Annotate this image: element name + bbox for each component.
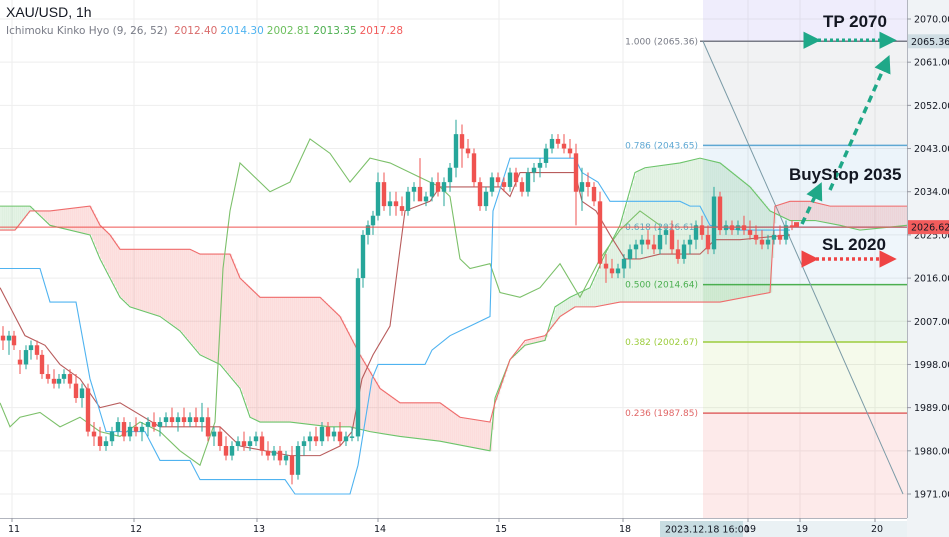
tp-label: TP 2070 xyxy=(823,12,887,31)
fib-label-0.236: 0.236 (1987.85) xyxy=(625,409,698,419)
price-tick: 2070.00 xyxy=(914,15,949,26)
indicator-value-1: 2014.30 xyxy=(220,25,264,37)
trade-annotations[interactable]: TP 2070 BuyStop 2035 SL 2020 xyxy=(789,12,901,268)
time-axis[interactable]: 11 12 13 14 15 18 19 19 20 2023.12.18 16:00 xyxy=(0,518,907,537)
indicator-legend[interactable]: Ichimoku Kinko Hyo (9, 26, 52) 2012.40 20… xyxy=(6,25,409,37)
time-tick: 18 xyxy=(619,524,631,535)
fib-label-1.000: 1.000 (2065.36) xyxy=(625,37,698,47)
chart-legend: XAU/USD, 1h Ichimoku Kinko Hyo (9, 26, 5… xyxy=(6,4,409,37)
time-tick: 12 xyxy=(130,524,142,535)
price-axis[interactable]: 2070.00 2061.00 2052.00 2043.00 2034.00 2025.… xyxy=(907,0,949,537)
time-tick: 11 xyxy=(8,524,20,535)
price-tick: 1971.00 xyxy=(914,490,949,501)
fib-label-0.500: 0.500 (2014.64) xyxy=(625,281,698,291)
time-tick: 19 xyxy=(796,524,808,535)
indicator-value-0: 2012.40 xyxy=(173,25,218,37)
fib-label-0.786: 0.786 (2043.65) xyxy=(625,141,698,151)
time-tick: 14 xyxy=(374,524,386,535)
indicator-value-4: 2017.28 xyxy=(359,25,404,37)
price-tick: 2007.00 xyxy=(914,317,949,328)
price-tick: 1980.00 xyxy=(914,446,949,457)
price-tick: 2016.00 xyxy=(914,274,949,285)
sl-label: SL 2020 xyxy=(822,235,886,254)
indicator-values: 2012.40 2014.30 2002.81 2013.35 2017.28 xyxy=(174,25,406,37)
time-tick: 20 xyxy=(871,524,883,535)
price-tick: 2061.00 xyxy=(914,58,949,69)
indicator-name: Ichimoku Kinko Hyo (9, 26, 52) xyxy=(6,25,168,37)
candlesticks xyxy=(0,119,795,485)
ichimoku-lines xyxy=(0,138,908,495)
indicator-value-3: 2013.35 xyxy=(313,25,357,37)
time-tick: 19 xyxy=(744,524,756,535)
time-tick: 15 xyxy=(495,524,507,535)
buystop-label: BuyStop 2035 xyxy=(789,165,901,184)
price-tick: 2043.00 xyxy=(914,144,949,155)
fib-label-0.618: 0.618 (2026.61) xyxy=(625,223,698,233)
symbol-title[interactable]: XAU/USD, 1h xyxy=(6,4,92,20)
crosshair-time-label: 2023.12.18 16:00 xyxy=(665,525,750,536)
indicator-value-2: 2002.81 xyxy=(266,25,311,37)
fib-price-badge: 2065.36 xyxy=(911,37,949,48)
price-tick: 2025.00 xyxy=(914,230,949,241)
price-tick: 2052.00 xyxy=(914,101,949,112)
price-tick: 1989.00 xyxy=(914,403,949,414)
fib-label-0.382: 0.382 (2002.67) xyxy=(625,338,698,348)
current-price-badge: 2026.62 xyxy=(911,223,949,234)
time-tick: 13 xyxy=(253,524,265,535)
price-tick: 1998.00 xyxy=(914,360,949,371)
price-tick: 2034.00 xyxy=(914,187,949,198)
